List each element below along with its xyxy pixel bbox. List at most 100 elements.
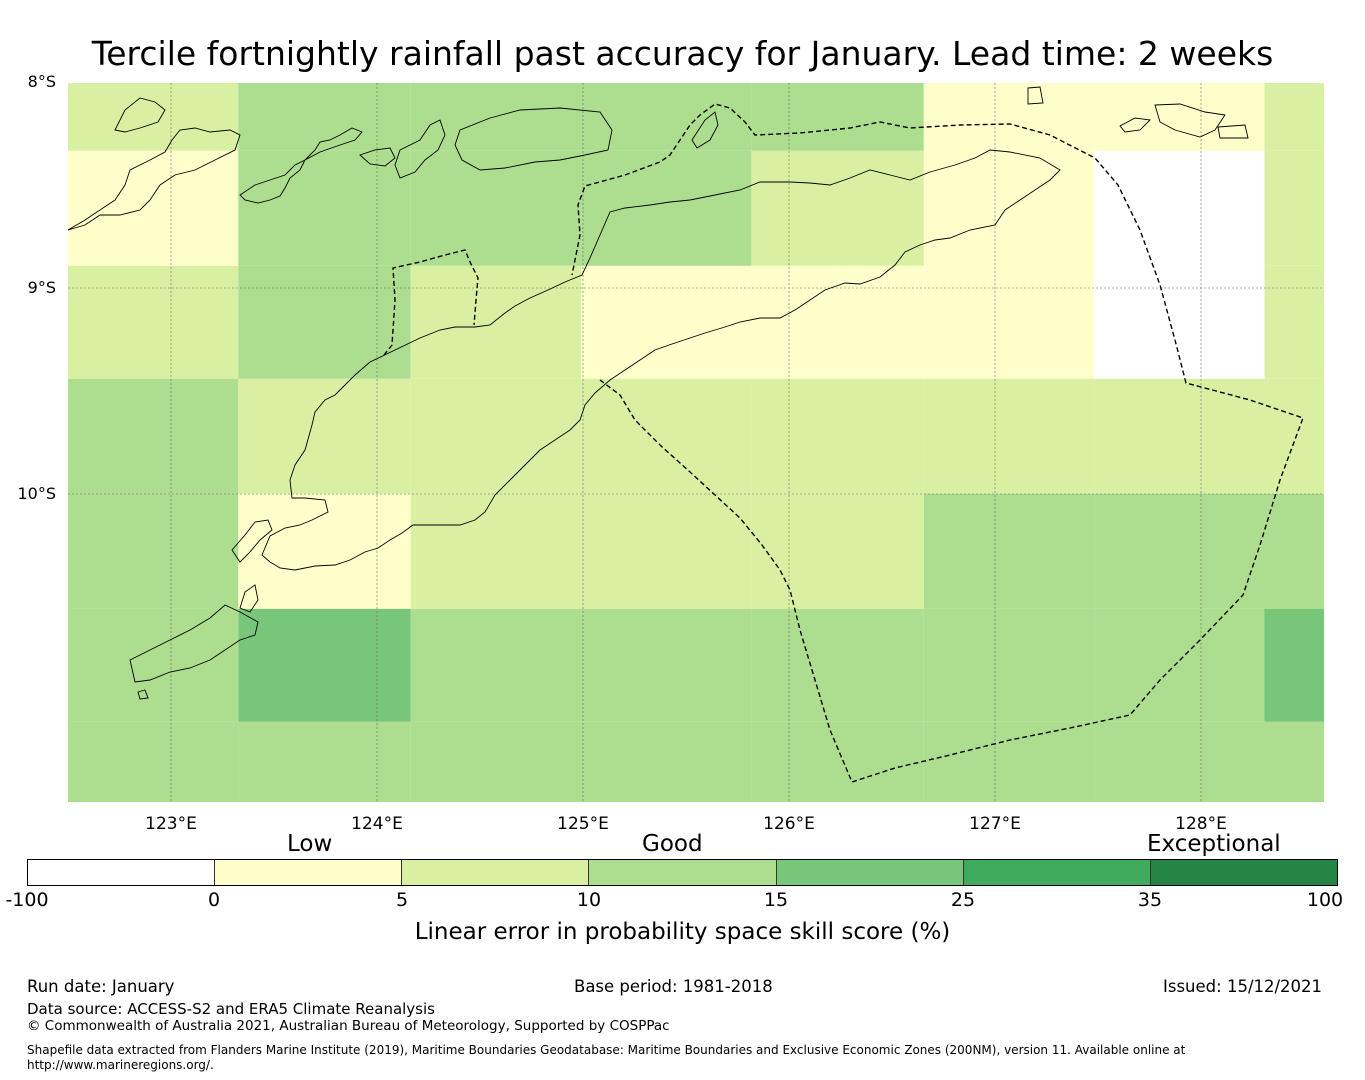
colorbar-segment: [402, 860, 590, 885]
grid-cell: [1094, 721, 1265, 802]
grid-cell: [923, 150, 1095, 266]
grid-cell: [68, 83, 239, 151]
colorbar-segment: [28, 860, 216, 885]
grid-cell: [68, 378, 239, 494]
lat-label-8s: 8°S: [27, 72, 56, 91]
wetar-coastline: [454, 107, 613, 171]
grid-cell: [410, 378, 582, 494]
lat-label-9s: 9°S: [27, 278, 56, 297]
grid-cell: [1094, 150, 1265, 266]
colorbar-label: Linear error in probability space skill …: [414, 919, 951, 945]
lon-label-124e: 124°E: [351, 814, 403, 834]
grid-cell: [923, 608, 1095, 722]
category-low: Low: [287, 831, 333, 857]
shapefile-note: Shapefile data extracted from Flanders M…: [27, 1043, 1186, 1072]
grid-cell: [410, 265, 582, 379]
oecusse-boundary: [383, 249, 479, 356]
grid-cell: [923, 83, 1095, 151]
grid-cell: [410, 150, 582, 266]
grid-cell: [68, 493, 239, 609]
colorbar-segment: [963, 860, 1151, 885]
grid-cells: [68, 83, 1324, 802]
grid-cell: [68, 608, 239, 722]
grid-cell: [1264, 150, 1324, 266]
lon-label-126e: 126°E: [763, 814, 815, 834]
grid-cell: [238, 265, 411, 379]
grid-cell: [1264, 265, 1324, 379]
grid-cell: [581, 493, 752, 609]
grid-cell: [581, 378, 752, 494]
base-period: Base period: 1981-2018: [574, 977, 773, 996]
category-exceptional: Exceptional: [1147, 831, 1281, 857]
colorbar: [27, 859, 1338, 886]
lon-label-127e: 127°E: [969, 814, 1021, 834]
copyright-notice: © Commonwealth of Australia 2021, Austra…: [27, 1018, 670, 1034]
grid-cell: [751, 150, 924, 266]
grid-cell: [1094, 265, 1265, 379]
colorbar-tick: 25: [950, 889, 976, 911]
leti-coastline: [1119, 117, 1151, 133]
grid-cell: [1264, 608, 1324, 722]
grid-cell: [581, 721, 752, 802]
grid-cell: [1094, 378, 1265, 494]
colorbar-segment: [776, 860, 964, 885]
colorbar-tick: 5: [395, 889, 409, 911]
rote-coastline: [239, 584, 259, 613]
colorbar-segment: [1150, 860, 1337, 885]
grid-cell: [1094, 83, 1265, 151]
coastlines: [67, 86, 1249, 700]
grid-cell: [751, 83, 924, 151]
category-good: Good: [642, 831, 703, 857]
issued-date: Issued: 15/12/2021: [1163, 977, 1323, 996]
grid-cell: [68, 265, 239, 379]
grid-cell: [238, 721, 411, 802]
moa-coastline: [1154, 103, 1226, 138]
lakor-coastline: [1217, 124, 1249, 139]
colorbar-tick: 0: [207, 889, 221, 911]
pantar-coastline: [359, 147, 396, 167]
grid-cell: [923, 721, 1095, 802]
semau-coastline: [231, 519, 273, 563]
data-source: Data source: ACCESS-S2 and ERA5 Climate …: [27, 1000, 435, 1018]
raijua-coastline: [137, 689, 149, 700]
colorbar-tick: 100: [1306, 889, 1344, 911]
alor-coastline: [394, 119, 446, 179]
grid-cell: [238, 493, 411, 609]
grid-cell: [238, 378, 411, 494]
grid-cell: [751, 493, 924, 609]
grid-cell: [1264, 493, 1324, 609]
grid-cell: [1264, 721, 1324, 802]
lon-label-123e: 123°E: [145, 814, 197, 834]
flores-alor-coastline: [239, 127, 363, 204]
flores-east-coastline: [67, 127, 241, 231]
run-date: Run date: January: [27, 977, 175, 996]
colorbar-tick: -100: [5, 889, 49, 911]
grid-cell: [68, 721, 239, 802]
grid-cell: [410, 608, 582, 722]
colorbar-tick: 10: [576, 889, 602, 911]
kisar-coastline: [1027, 86, 1044, 105]
grid-cell: [581, 608, 752, 722]
grid-cell: [751, 608, 924, 722]
atauro-coastline: [691, 111, 719, 149]
grid-cell: [410, 493, 582, 609]
lat-label-10s: 10°S: [17, 484, 56, 503]
grid-cell: [1264, 83, 1324, 151]
grid-cell: [751, 265, 924, 379]
timor-leste-eez-boundary: [571, 103, 1304, 783]
colorbar-tick: 15: [763, 889, 789, 911]
grid-cell: [238, 83, 411, 151]
grid-cell: [68, 150, 239, 266]
colorbar-tick: 35: [1137, 889, 1163, 911]
sawu-coastline: [129, 604, 259, 683]
timor-island-coastline: [261, 149, 1061, 571]
grid-cell: [238, 608, 411, 722]
grid-cell: [410, 721, 582, 802]
grid-cell: [238, 150, 411, 266]
graticule: [68, 83, 1324, 802]
grid-cell: [1264, 378, 1324, 494]
grid-cell: [410, 83, 582, 151]
maritime-boundaries: [383, 103, 1304, 783]
adonara-coastline: [114, 97, 166, 133]
